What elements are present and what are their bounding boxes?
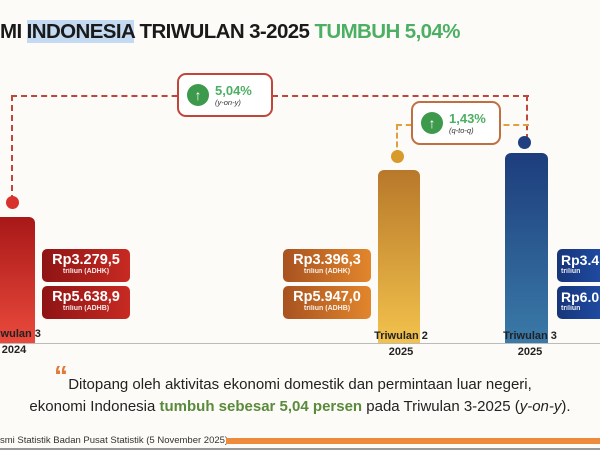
value: Rp3.4 bbox=[561, 252, 600, 268]
x-label-line: Triwulan 3 bbox=[503, 330, 557, 342]
bar-marker-dot bbox=[6, 196, 19, 209]
title-text: TRIWULAN 3-2025 bbox=[134, 20, 315, 43]
unit: triliun (ADHB) bbox=[303, 305, 351, 312]
bottom-divider bbox=[0, 448, 600, 450]
quote-line: ekonomi Indonesia tumbuh sebesar 5,04 pe… bbox=[0, 396, 600, 418]
x-label: Triwulan 2 2025 bbox=[361, 328, 441, 360]
unit: triliun (ADHK) bbox=[303, 268, 351, 275]
value-adhb: Rp5.638,9 triliun (ADHB) bbox=[42, 286, 130, 319]
badge-yoy: ↑ 5,04% (y-on-y) bbox=[177, 73, 273, 117]
quote-text-part: ekonomi Indonesia bbox=[29, 398, 160, 415]
value: Rp5.638,9 bbox=[52, 289, 120, 305]
page-title: MI INDONESIA TRIWULAN 3-2025 TUMBUH 5,04… bbox=[0, 20, 461, 44]
bar-marker-dot bbox=[391, 150, 404, 163]
title-growth: TUMBUH 5,04% bbox=[314, 20, 460, 43]
quote-mark-icon: “ bbox=[54, 360, 68, 391]
badge-qtq: ↑ 1,43% (q-to-q) bbox=[411, 101, 501, 145]
quote-highlight: tumbuh sebesar 5,04 persen bbox=[159, 398, 363, 415]
arrow-up-icon: ↑ bbox=[421, 112, 443, 134]
value: Rp3.279,5 bbox=[52, 252, 120, 268]
quote-line: Ditopang oleh aktivitas ekonomi domestik… bbox=[68, 376, 532, 393]
x-label: Triwulan 3 2024 bbox=[0, 326, 54, 358]
value: Rp5.947,0 bbox=[293, 289, 361, 305]
value-adhk: Rp3.4 triliun bbox=[557, 249, 600, 282]
unit: triliun bbox=[561, 305, 581, 312]
x-label: Triwulan 3 2025 bbox=[490, 328, 570, 360]
x-label-line: Triwulan 3 bbox=[0, 328, 41, 340]
footer-bar bbox=[226, 438, 600, 444]
yoy-connector-right bbox=[526, 95, 528, 140]
x-label-line: Triwulan 2 bbox=[374, 330, 428, 342]
unit: triliun (ADHB) bbox=[62, 305, 110, 312]
value: Rp3.396,3 bbox=[293, 252, 361, 268]
arrow-up-icon: ↑ bbox=[187, 84, 209, 106]
value-adhb: Rp6.0 triliun bbox=[557, 286, 600, 319]
footer-source: smi Statistik Badan Pusat Statistik (5 N… bbox=[0, 435, 229, 446]
unit: triliun (ADHK) bbox=[62, 268, 110, 275]
title-highlight: INDONESIA bbox=[26, 20, 135, 43]
x-label-line: 2024 bbox=[1, 344, 27, 356]
unit: triliun bbox=[561, 268, 581, 275]
title-text: MI bbox=[0, 20, 27, 43]
quote-text: Ditopang oleh aktivitas ekonomi domestik… bbox=[0, 374, 600, 418]
baseline bbox=[0, 343, 600, 344]
quote-text-part: pada Triwulan 3-2025 ( bbox=[362, 398, 520, 415]
quote-italic: y-on-y bbox=[519, 398, 562, 415]
value-adhk: Rp3.396,3 triliun (ADHK) bbox=[283, 249, 371, 282]
value-adhb: Rp5.947,0 triliun (ADHB) bbox=[283, 286, 371, 319]
x-label-line: 2025 bbox=[517, 346, 543, 358]
bar-q2-2025 bbox=[378, 170, 420, 343]
badge-label: (y-on-y) bbox=[215, 98, 241, 107]
value: Rp6.0 bbox=[561, 289, 600, 305]
bar-marker-dot bbox=[518, 136, 531, 149]
value-adhk: Rp3.279,5 triliun (ADHK) bbox=[42, 249, 130, 282]
badge-value: 1,43% bbox=[449, 111, 486, 126]
bar-q3-2024 bbox=[0, 217, 35, 343]
quote-text-part: ). bbox=[561, 398, 571, 415]
x-label-line: 2025 bbox=[388, 346, 414, 358]
badge-label: (q-to-q) bbox=[449, 126, 474, 135]
bar-q3-2025 bbox=[505, 153, 548, 343]
badge-value: 5,04% bbox=[215, 83, 252, 98]
